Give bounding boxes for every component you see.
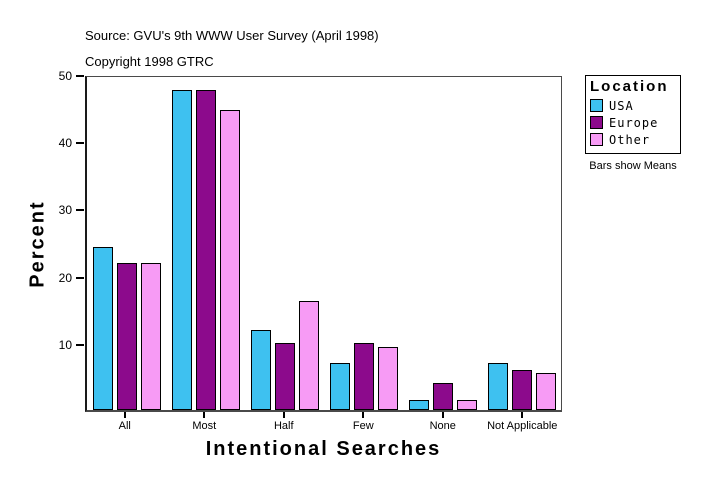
bar-europe <box>353 343 374 410</box>
bar-usa <box>92 246 113 410</box>
bar-cluster-half <box>245 77 324 410</box>
bar-other <box>456 400 477 410</box>
bar-cluster-all <box>87 77 166 410</box>
copyright-text: Copyright 1998 GTRC <box>85 54 214 69</box>
x-category-cell: Half <box>244 412 324 433</box>
legend-label: Europe <box>609 115 659 130</box>
x-tick-mark <box>521 412 524 418</box>
y-axis-title: Percent <box>26 200 49 288</box>
legend-label: Other <box>609 132 651 147</box>
bar-europe <box>195 90 216 410</box>
bar-usa <box>171 90 192 410</box>
x-category-label: Few <box>352 420 374 432</box>
x-tick-mark <box>123 412 126 418</box>
bar-usa <box>487 363 508 410</box>
bar-europe <box>274 343 295 410</box>
x-tick-mark <box>362 412 365 418</box>
bar-usa <box>329 363 350 410</box>
bar-other <box>377 346 398 410</box>
bar-other <box>219 110 240 410</box>
legend-items: USA Europe Other <box>590 97 680 148</box>
y-tick-mark <box>76 209 84 212</box>
y-tick-mark <box>76 142 84 145</box>
bar-cluster-few <box>324 77 403 410</box>
legend-item-other: Other <box>590 131 680 148</box>
y-tick-mark <box>76 276 84 279</box>
x-category-label: None <box>429 420 456 432</box>
bar-europe <box>511 370 532 410</box>
x-category-label: Not Applicable <box>487 420 558 432</box>
x-category-cell: Few <box>324 412 404 433</box>
x-tick-mark <box>441 412 444 418</box>
legend-item-europe: Europe <box>590 114 680 131</box>
y-tick-label: 30 <box>58 203 72 218</box>
x-tick-mark <box>282 412 285 418</box>
y-tick-mark <box>76 75 84 77</box>
x-tick-mark <box>203 412 206 418</box>
y-tick-label: 40 <box>58 136 72 151</box>
bar-cluster-not-applicable <box>482 77 561 410</box>
bar-cluster-none <box>403 77 482 410</box>
x-category-cell: All <box>85 412 165 433</box>
y-tick-label: 20 <box>58 270 72 285</box>
x-category-cell: Not Applicable <box>483 412 563 433</box>
legend-swatch-other <box>590 133 603 146</box>
bar-other <box>298 301 319 410</box>
x-axis-categories: All Most Half Few None Not Applicable <box>85 412 562 433</box>
x-category-label: All <box>118 420 131 432</box>
bar-europe <box>432 383 453 410</box>
x-category-cell: None <box>403 412 483 433</box>
bars-row <box>87 77 561 410</box>
x-axis-title: Intentional Searches <box>205 438 442 460</box>
legend-title: Location <box>590 78 669 95</box>
legend: Location USA Europe Other <box>585 75 681 154</box>
legend-swatch-europe <box>590 116 603 129</box>
bar-europe <box>116 263 137 410</box>
bar-cluster-most <box>166 77 245 410</box>
plot-area <box>85 76 562 412</box>
legend-label: USA <box>609 98 634 113</box>
y-tick-label: 10 <box>58 337 72 352</box>
y-tick-label: 50 <box>58 69 72 83</box>
bar-usa <box>408 400 429 410</box>
bar-other <box>535 373 556 410</box>
x-category-cell: Most <box>165 412 245 433</box>
y-tick-mark <box>76 343 84 346</box>
legend-note: Bars show Means <box>589 160 677 172</box>
x-category-label: Half <box>273 420 294 432</box>
bar-usa <box>250 330 271 410</box>
x-category-label: Most <box>192 420 217 432</box>
legend-item-usa: USA <box>590 97 680 114</box>
legend-swatch-usa <box>590 99 603 112</box>
source-text: Source: GVU's 9th WWW User Survey (April… <box>85 28 379 43</box>
bar-other <box>140 263 161 410</box>
